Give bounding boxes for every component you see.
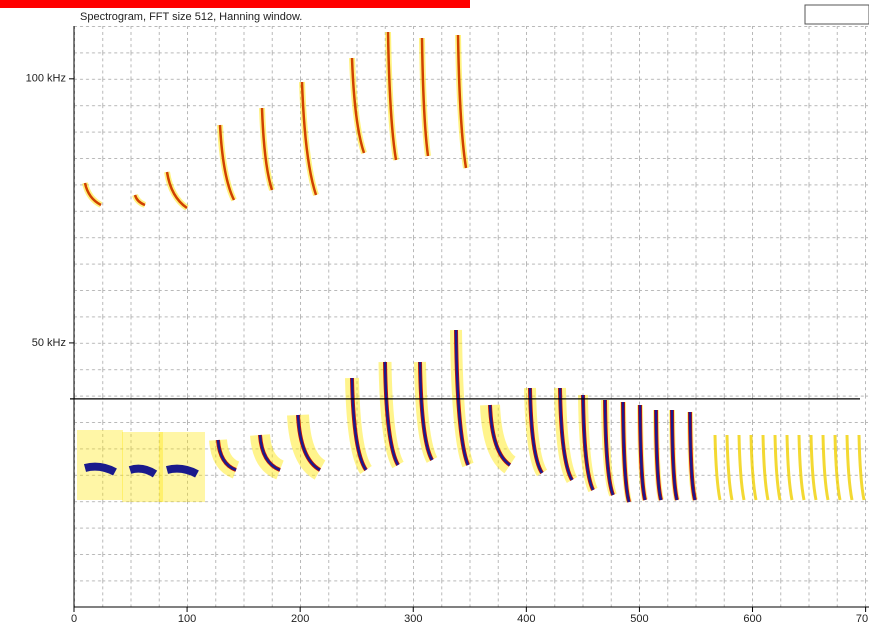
call-core xyxy=(638,404,647,501)
call-core xyxy=(558,387,574,481)
progress-bar xyxy=(0,0,470,8)
call-core xyxy=(83,462,117,476)
faint-call xyxy=(749,434,758,501)
call-core xyxy=(454,329,470,466)
call-core xyxy=(350,377,368,471)
y-tick-label: 100 kHz xyxy=(26,73,66,85)
harmonic-core xyxy=(420,37,430,157)
y-tick-label: 50 kHz xyxy=(32,337,66,349)
call-core xyxy=(383,361,400,466)
call-core xyxy=(654,409,663,501)
call-core xyxy=(165,464,199,478)
x-tick-label: 500 xyxy=(630,613,648,625)
x-tick-label: 200 xyxy=(291,613,309,625)
call-core xyxy=(621,401,631,503)
harmonic-core xyxy=(456,34,468,169)
x-tick-label: 70 xyxy=(856,613,868,625)
call-core xyxy=(418,361,434,461)
call-core xyxy=(670,409,679,501)
call-core xyxy=(258,434,281,472)
toolbar-box[interactable] xyxy=(804,4,869,25)
call-core xyxy=(488,404,511,467)
faint-call xyxy=(845,434,854,501)
minor-grid xyxy=(74,26,869,607)
call-core xyxy=(296,414,321,472)
call-core xyxy=(688,411,697,501)
harmonic-core xyxy=(83,182,102,207)
faint-call xyxy=(761,434,770,501)
harmonic-core xyxy=(300,81,318,196)
faint-call xyxy=(725,434,734,501)
harmonic-core xyxy=(350,57,366,154)
faint-call xyxy=(821,434,830,501)
x-tick-label: 0 xyxy=(71,613,77,625)
faint-call xyxy=(809,434,818,501)
harmonic-core xyxy=(133,194,146,207)
faint-call xyxy=(713,434,722,501)
call-core xyxy=(216,439,237,472)
call-core xyxy=(128,464,158,478)
harmonic-core xyxy=(386,31,398,161)
harmonic-core xyxy=(218,124,236,201)
faint-call xyxy=(857,434,866,501)
harmonic-core xyxy=(165,171,188,210)
call-core xyxy=(603,399,615,496)
call-core xyxy=(528,387,544,474)
faint-call xyxy=(833,434,842,501)
x-tick-label: 100 xyxy=(178,613,196,625)
x-tick-label: 400 xyxy=(517,613,535,625)
x-tick-label: 300 xyxy=(404,613,422,625)
harmonic-core xyxy=(260,107,274,191)
faint-call xyxy=(785,434,794,501)
call-core xyxy=(581,394,595,491)
faint-call xyxy=(797,434,806,501)
x-tick-label: 600 xyxy=(743,613,761,625)
chart-title: Spectrogram, FFT size 512, Hanning windo… xyxy=(80,11,302,23)
faint-call xyxy=(737,434,746,501)
faint-call xyxy=(773,434,782,501)
plot-area: 50 kHz 100 kHz 0 100 200 300 400 500 600 70 xyxy=(26,26,869,625)
